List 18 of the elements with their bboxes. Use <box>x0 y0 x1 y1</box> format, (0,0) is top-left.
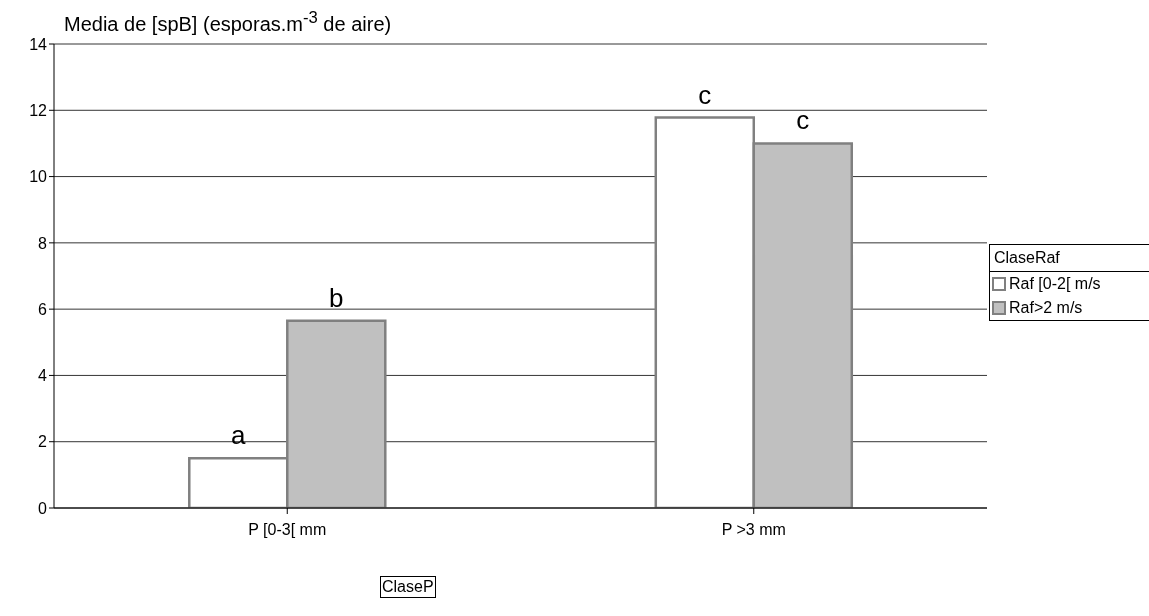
x-tick-label: P [0-3[ mm <box>248 521 327 539</box>
legend-label: Raf>2 m/s <box>1009 299 1083 317</box>
annotation: c <box>698 79 712 110</box>
y-tick-label: 0 <box>38 499 48 517</box>
legend-title: ClaseRaf <box>990 245 1149 272</box>
chart-title: Media de [spB] (esporas.m$^{-3}$ de aire) <box>64 8 392 36</box>
y-tick-label: 10 <box>29 168 48 186</box>
legend-label: Raf [0-2[ m/s <box>1009 275 1101 293</box>
y-tick-label: 14 <box>29 35 48 53</box>
y-tick-label: 8 <box>38 234 48 252</box>
y-tick-label: 12 <box>29 101 48 119</box>
annotation: b <box>329 282 344 313</box>
annotation: c <box>796 105 810 136</box>
x-axis-title: ClaseP <box>380 576 436 598</box>
y-tick-label: 2 <box>38 433 48 451</box>
y-tick-label: 4 <box>38 367 48 385</box>
x-tick-label: P >3 mm <box>721 521 786 539</box>
y-tick-label: 6 <box>38 300 48 318</box>
